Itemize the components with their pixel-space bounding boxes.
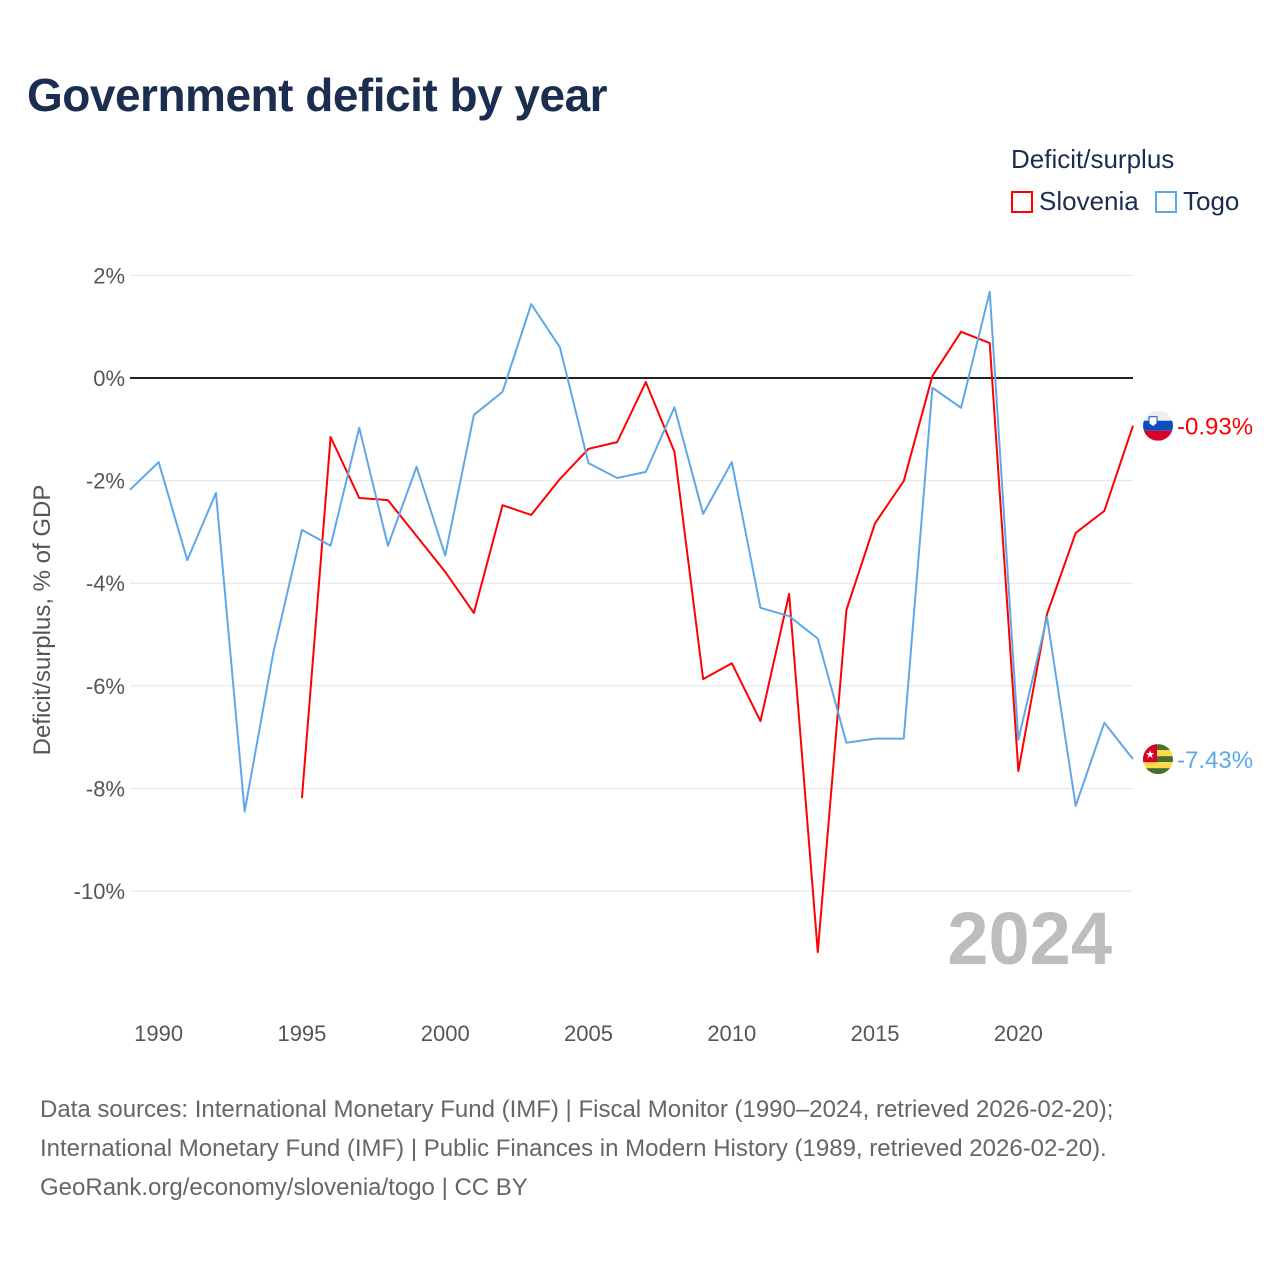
flag-togo-icon: ★ [1143,744,1173,775]
series-line-slovenia[interactable] [300,330,1134,954]
end-label-slovenia: -0.93% [1177,414,1253,441]
source-line-1: Data sources: International Monetary Fun… [40,1096,1114,1123]
legend-label-slovenia: Slovenia [1039,186,1139,216]
y-tick-label: 2% [93,263,125,288]
x-tick-label: 2000 [421,1021,470,1046]
svg-text:★: ★ [1145,749,1155,761]
y-tick-label: -4% [86,571,125,596]
source-line-2: International Monetary Fund (IMF) | Publ… [40,1135,1107,1162]
x-tick-label: 1990 [134,1021,183,1046]
y-tick-label: -6% [86,674,125,699]
y-tick-label: -2% [86,469,125,494]
legend-item-slovenia[interactable]: Slovenia [1011,186,1139,217]
end-label-togo: -7.43% [1177,747,1253,774]
x-tick-label: 2020 [994,1021,1043,1046]
legend-title: Deficit/surplus [1011,144,1175,174]
y-tick-label: -10% [74,879,125,904]
footer: Data sources: International Monetary Fun… [40,1090,1113,1207]
y-tick-label: -8% [86,776,125,801]
x-tick-label: 1995 [277,1021,326,1046]
y-axis-label: Deficit/surplus, % of GDP [29,485,56,756]
legend-label-togo: Togo [1183,186,1240,216]
flag-slovenia-icon [1143,410,1173,441]
series-line-togo[interactable] [129,290,1134,813]
year-watermark: 2024 [947,897,1112,980]
legend-swatch-togo [1155,190,1177,213]
chart-title: Government deficit by year [27,69,608,121]
x-tick-label: 2010 [707,1021,756,1046]
x-tick-label: 2005 [564,1021,613,1046]
y-tick-label: 0% [93,366,125,391]
legend-swatch-slovenia [1011,190,1033,213]
x-tick-label: 2015 [851,1021,900,1046]
source-line-3[interactable]: GeoRank.org/economy/slovenia/togo | CC B… [40,1174,528,1201]
legend-item-togo[interactable]: Togo [1155,186,1239,217]
